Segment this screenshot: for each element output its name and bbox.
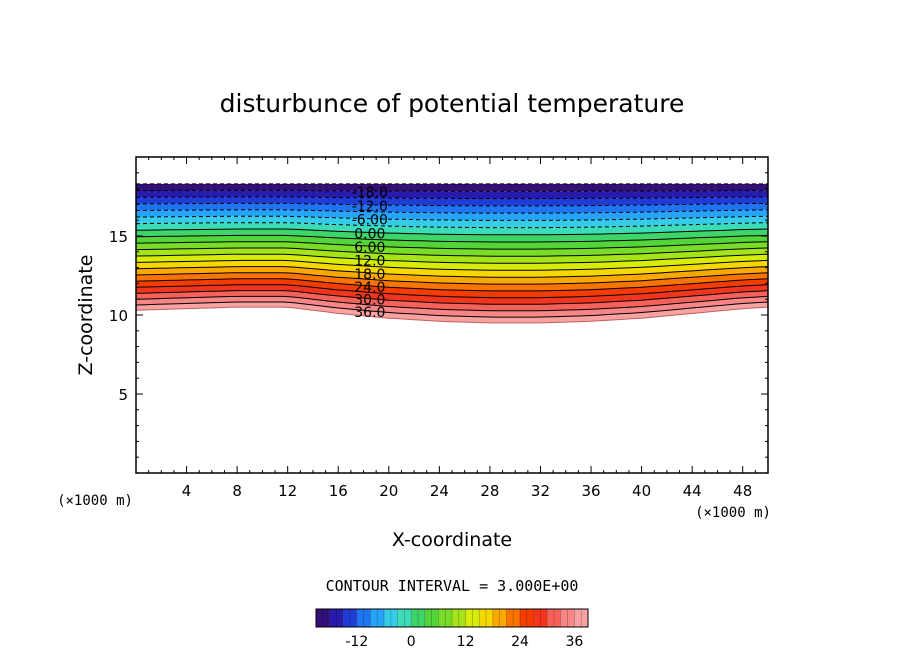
colorbar-cell: [438, 609, 452, 627]
contour-line: [135, 222, 769, 229]
contour-line: [135, 272, 769, 285]
y-axis-unit: (×1000 m): [57, 493, 133, 509]
x-tick-label: 32: [531, 482, 550, 500]
colorbar-tick-label: 12: [457, 634, 475, 650]
contour-band: [136, 209, 768, 221]
x-axis-label: X-coordinate: [392, 529, 512, 551]
contour-line: [136, 196, 769, 200]
x-tick-label: 24: [430, 482, 449, 500]
colorbar-cell: [411, 609, 425, 627]
contour-line: [135, 306, 769, 324]
x-tick-label: 44: [683, 482, 702, 500]
contour-line: [135, 234, 769, 243]
x-tick-label: 28: [480, 482, 499, 500]
contour-line: [136, 189, 768, 192]
contour-line: [135, 202, 769, 207]
contour-label: 30.0: [354, 293, 385, 309]
contour-band: [136, 260, 768, 278]
contour-line: [135, 215, 769, 221]
contour-label: 18.0: [354, 267, 385, 283]
colorbar-cell: [452, 609, 466, 627]
contour-label: 24.0: [354, 280, 385, 296]
contour-label: 0.00: [354, 226, 385, 242]
colorbar-cell: [492, 609, 507, 627]
contour-label: -6.00: [352, 213, 388, 229]
colorbar-tick-label: 0: [407, 634, 416, 650]
x-axis-unit: (×1000 m): [695, 505, 771, 521]
contour-band: [136, 222, 768, 235]
contour-line: [135, 209, 769, 214]
contour-line: [135, 247, 769, 257]
contour-band: [136, 296, 768, 318]
contour-line: [135, 228, 769, 236]
colorbar-cell: [397, 609, 412, 627]
contour-label: 36.0: [354, 305, 385, 321]
contour-label: -12.0: [352, 199, 388, 215]
colorbar-cell: [533, 609, 548, 627]
x-tick-label: 40: [632, 482, 651, 500]
colorbar-frame: [315, 608, 589, 628]
x-tick-label: 4: [182, 482, 192, 500]
colorbar-tick-label: 24: [511, 634, 529, 650]
contour-line: [135, 266, 769, 278]
x-tick-label: 12: [278, 482, 297, 500]
colorbar-cell: [370, 609, 384, 627]
colorbar-cell: [329, 609, 344, 627]
colorbar-cell: [465, 609, 480, 627]
colorbar-cell: [356, 609, 371, 627]
contour-line: [135, 284, 769, 299]
contour-band: [136, 278, 768, 298]
contour-label: -18.0: [352, 185, 388, 201]
contour-band: [136, 229, 768, 242]
x-tick-label: 48: [733, 482, 752, 500]
contour-band: [136, 302, 768, 323]
contour-interval-text: CONTOUR INTERVAL = 3.000E+00: [326, 577, 579, 595]
x-tick-label: 36: [581, 482, 600, 500]
colorbar-cell: [384, 609, 398, 627]
colorbar-cell: [343, 609, 357, 627]
contour-band: [136, 266, 768, 285]
x-tick-label: 20: [379, 482, 398, 500]
contour-label: 6.00: [354, 240, 385, 256]
contour-band: [136, 272, 768, 291]
chart-title: disturbunce of potential temperature: [220, 89, 685, 118]
x-tick-label: 16: [329, 482, 348, 500]
contour-band: [136, 290, 768, 311]
contour-line: [135, 241, 769, 250]
contour-band: [136, 235, 768, 250]
contour-plot-area: -18.0-12.0-6.000.006.0012.018.024.030.03…: [135, 183, 769, 324]
colorbar-cell: [506, 609, 520, 627]
colorbar-cell: [479, 609, 493, 627]
colorbar-tick-label: -12: [345, 634, 368, 650]
contour-line: [135, 290, 769, 305]
colorbar-cell: [520, 609, 534, 627]
colorbar-tick-label: 36: [565, 634, 583, 650]
y-tick-label: 15: [109, 228, 128, 246]
contour-band: [136, 254, 768, 271]
colorbar-cell: [547, 609, 561, 627]
y-tick-label: 10: [109, 307, 128, 325]
contour-line: [135, 301, 769, 318]
contour-line: [135, 295, 769, 312]
colorbar-cell: [424, 609, 439, 627]
contour-line: [135, 259, 769, 271]
contour-band: [136, 203, 768, 214]
contour-band: [136, 196, 768, 206]
colorbar-cell: [316, 609, 330, 627]
y-tick-label: 5: [118, 386, 128, 404]
y-axis-label: Z-coordinate: [75, 255, 97, 376]
contour-band: [136, 284, 768, 305]
colorbar-cell: [574, 609, 588, 627]
contour-band: [136, 183, 768, 192]
colorbar: -12 0 12 24 36: [315, 608, 589, 650]
colorbar-cell: [560, 609, 575, 627]
contour-label: 12.0: [354, 254, 385, 270]
x-tick-label: 8: [232, 482, 242, 500]
contour-line: [135, 253, 769, 264]
contour-band: [136, 216, 768, 228]
contour-line: [135, 278, 769, 292]
